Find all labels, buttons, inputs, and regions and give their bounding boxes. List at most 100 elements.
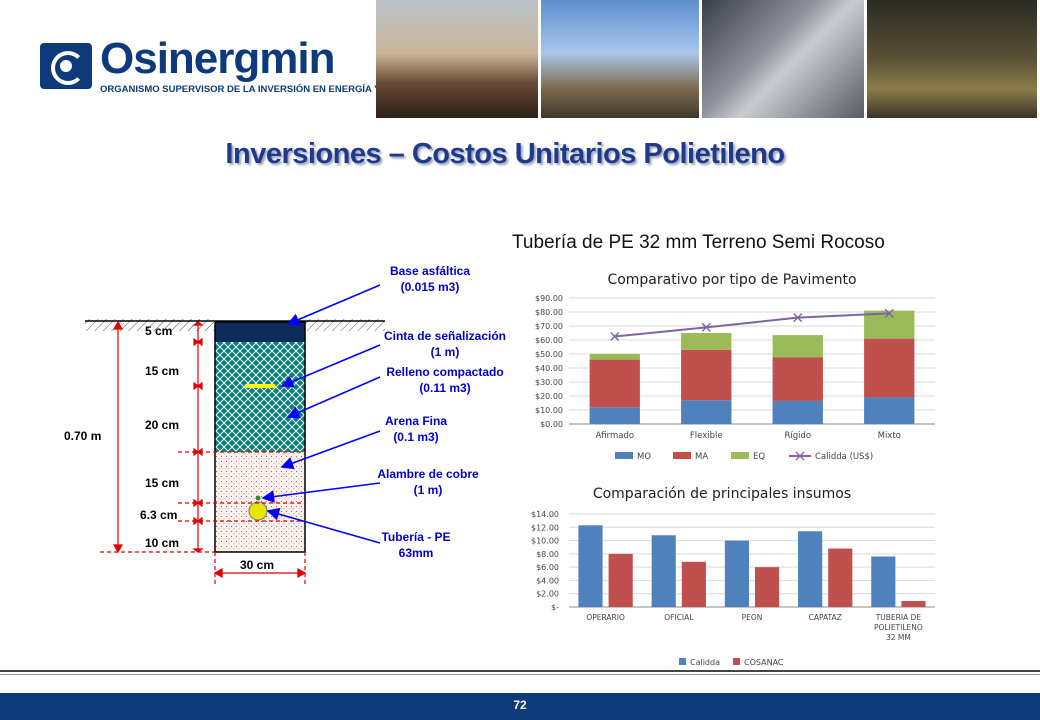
header-photos (376, 0, 1040, 118)
relleno-layer (215, 342, 305, 452)
y-tick-label: $70.00 (535, 322, 563, 331)
label-arena-1: Arena Fina (385, 414, 447, 428)
x-tick-label: OPERARIO (586, 613, 625, 622)
x-tick-label: Flexible (690, 431, 723, 441)
bar-eq (864, 310, 915, 339)
legend-marker (795, 451, 805, 461)
x-tick-label: POLIETILENO (874, 623, 923, 632)
line-point (610, 331, 620, 342)
logo-subtitle: ORGANISMO SUPERVISOR DE LA INVERSIÓN EN … (100, 84, 423, 95)
bar-ma (681, 349, 732, 401)
x-tick-label: CAPATAZ (809, 613, 842, 622)
y-tick-label: $12.00 (531, 523, 559, 532)
photo-mine-tunnel (867, 0, 1037, 118)
label-cinta-2: (1 m) (431, 345, 460, 359)
chart-insumos: Comparación de principales insumos $- $2.… (507, 478, 937, 673)
pe-pipe (248, 501, 268, 521)
bar-ma (772, 357, 823, 401)
chart-pavimento: Comparativo por tipo de Pavimento $0.00 $… (507, 262, 937, 472)
bar-eq (772, 335, 823, 358)
legend-label: EQ (753, 452, 765, 462)
line-point (884, 308, 894, 318)
y-tick-label: $90.00 (535, 294, 563, 303)
x-tick-label: Afirmado (595, 431, 634, 441)
dim-5cm: 5 cm (145, 324, 172, 338)
bar-eq (681, 333, 732, 350)
bar-calidda (798, 531, 823, 607)
legend-label: Calidda (US$) (815, 452, 873, 462)
bar-calidda (651, 535, 676, 607)
line-calidda (614, 312, 890, 338)
dim-6-3cm: 6.3 cm (140, 508, 177, 522)
y-tick-label: $60.00 (535, 336, 563, 345)
y-tick-label: $40.00 (535, 364, 563, 373)
x-tick-label: OFICIAL (664, 613, 694, 622)
slide-title: Inversiones – Costos Unitarios Polietile… (225, 138, 785, 170)
label-base-2: (0.015 m3) (401, 280, 460, 294)
chart1-title: Comparativo por tipo de Pavimento (607, 272, 856, 288)
legend-swatch (673, 452, 691, 459)
page-number: 72 (513, 698, 527, 712)
bar-calidda (871, 556, 896, 607)
label-alambre-1: Alambre de cobre (377, 467, 479, 481)
bar-cosanac (681, 561, 706, 607)
legend-swatch (733, 658, 740, 665)
y-tick-label: $- (551, 603, 559, 612)
bar-eq (589, 354, 640, 360)
y-tick-label: $4.00 (536, 576, 559, 585)
x-tick-label: Mixto (878, 431, 901, 441)
dim-15cm-a: 15 cm (145, 364, 179, 378)
bar-mo (681, 400, 732, 424)
photo-oil-rig (541, 0, 699, 118)
bar-cosanac (755, 567, 780, 607)
footer-divider-thin (0, 674, 1040, 675)
bar-cosanac (828, 548, 853, 607)
dim-15cm-b: 15 cm (145, 476, 179, 490)
legend-swatch (679, 658, 686, 665)
chart2-title: Comparación de principales insumos (593, 486, 851, 502)
ground-right (305, 319, 385, 331)
y-tick-label: $6.00 (536, 563, 559, 572)
label-relleno-1: Relleno compactado (386, 365, 503, 379)
y-tick-label: $20.00 (535, 392, 563, 401)
x-tick-label: 32 MM (886, 633, 911, 642)
footer-bar (0, 693, 1040, 720)
y-tick-label: $10.00 (535, 406, 563, 415)
y-tick-label: $30.00 (535, 378, 563, 387)
logo-name: Osinergmin (100, 34, 335, 83)
base-asfaltica-layer (215, 322, 305, 342)
osinergmin-logo-icon (40, 43, 92, 89)
copper-wire (255, 495, 261, 501)
y-tick-label: $2.00 (536, 590, 559, 599)
dim-total: 0.70 m (64, 429, 101, 443)
header: Osinergmin ORGANISMO SUPERVISOR DE LA IN… (0, 0, 1040, 122)
slide-subtitle: Tubería de PE 32 mm Terreno Semi Rocoso (512, 232, 885, 253)
dim-width: 30 cm (240, 558, 274, 572)
line-point (701, 322, 711, 332)
bar-mo (772, 400, 823, 424)
label-alambre-2: (1 m) (414, 483, 443, 497)
y-tick-label: $0.00 (540, 420, 563, 429)
bar-calidda (578, 525, 603, 607)
label-tuberia-2: 63mm (399, 546, 434, 560)
bar-calidda (724, 540, 749, 607)
photo-power-lines (376, 0, 538, 118)
bar-ma (589, 359, 640, 408)
trench-diagram: 5 cm 15 cm 20 cm 15 cm 6.3 cm 10 cm 0.70… (64, 264, 506, 585)
photo-pipeline-welding (702, 0, 864, 118)
logo: Osinergmin ORGANISMO SUPERVISOR DE LA IN… (40, 34, 423, 100)
y-tick-label: $10.00 (531, 537, 559, 546)
y-tick-label: $50.00 (535, 350, 563, 359)
x-tick-label: TUBERIA DE (875, 613, 922, 622)
label-base-1: Base asfáltica (390, 264, 470, 278)
line-point (793, 313, 803, 323)
legend-swatch (731, 452, 749, 459)
label-arena-2: (0.1 m3) (393, 430, 438, 444)
footer-divider (0, 670, 1040, 672)
y-tick-label: $8.00 (536, 550, 559, 559)
y-tick-label: $80.00 (535, 308, 563, 317)
bar-ma (864, 338, 915, 398)
x-tick-label: Rígido (784, 431, 811, 441)
bar-mo (864, 397, 915, 424)
legend-label: Calidda (690, 658, 720, 667)
